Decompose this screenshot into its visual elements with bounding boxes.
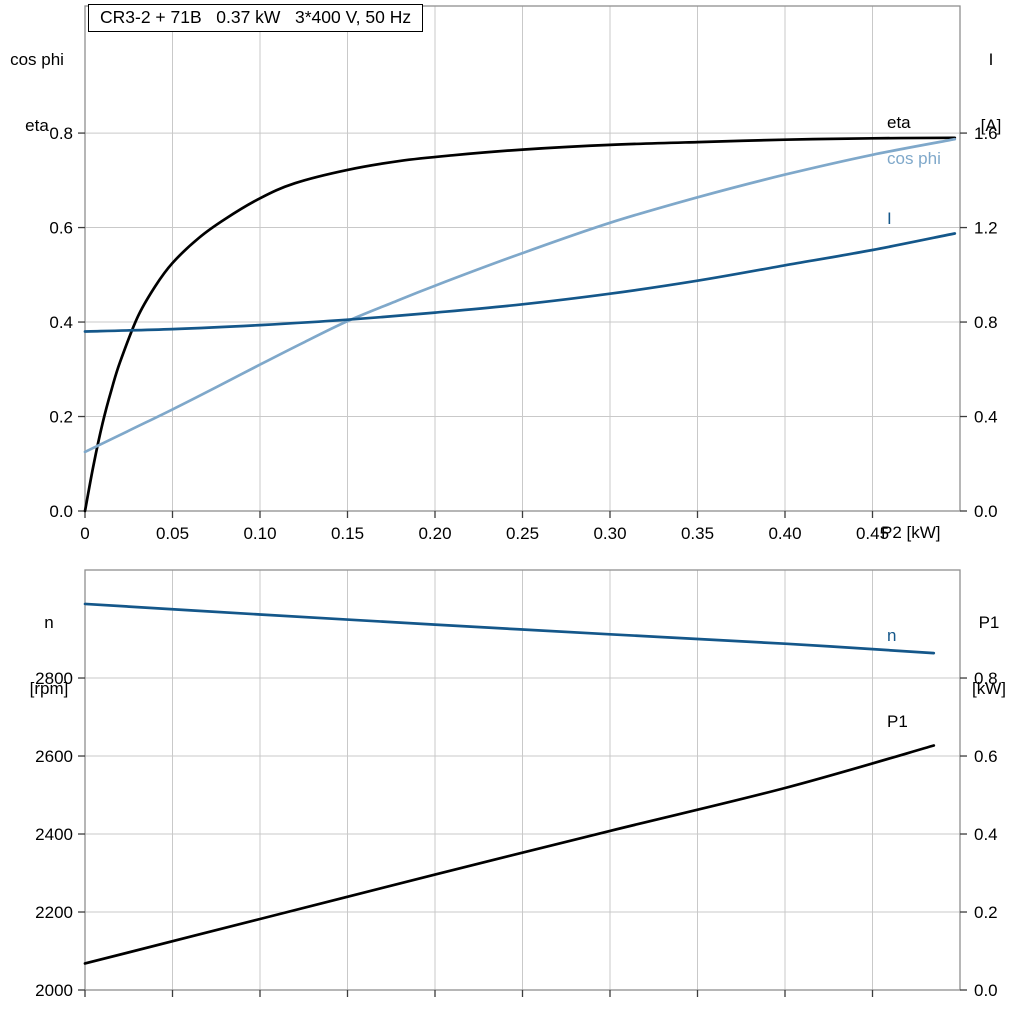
- x-tick-label: 0.30: [593, 524, 626, 543]
- curve-label-n: n: [887, 626, 896, 645]
- left-axis-title-line1: cos phi: [10, 50, 64, 69]
- x-tick-label: 0.20: [418, 524, 451, 543]
- left-axis-title-bottom-line2: [rpm]: [29, 679, 69, 698]
- x-tick-label: 0.45: [856, 524, 889, 543]
- left-tick-label: 2400: [35, 825, 73, 844]
- x-axis-label: P2 [kW]: [881, 523, 941, 542]
- curve-label-cos-phi: cos phi: [887, 149, 941, 168]
- x-tick-label: 0.35: [681, 524, 714, 543]
- right-axis-title-bottom: P1 [kW]: [958, 568, 1020, 722]
- x-tick-label: 0.10: [243, 524, 276, 543]
- right-tick-label: 0.4: [974, 825, 998, 844]
- curve-label-i: I: [887, 209, 892, 228]
- right-tick-label: 0.8: [974, 669, 998, 688]
- right-tick-label: 0.8: [974, 313, 998, 332]
- chart-title-box: CR3-2 + 71B 0.37 kW 3*400 V, 50 Hz: [88, 4, 424, 32]
- curve-cos-phi: [83, 137, 957, 454]
- x-tick-label: 0.40: [768, 524, 801, 543]
- x-tick-label: 0.25: [506, 524, 539, 543]
- curve-label-p1: P1: [887, 712, 908, 731]
- curve-p1: [83, 744, 936, 965]
- left-axis-title-top: cos phi eta: [6, 5, 68, 159]
- left-axis-title-bottom: n [rpm]: [18, 568, 80, 722]
- curve-n: [83, 602, 936, 655]
- right-axis-title-bottom-line1: P1: [978, 613, 1000, 632]
- left-axis-title-bottom-line1: n: [44, 613, 54, 632]
- left-axis-title-line2: eta: [25, 116, 49, 135]
- right-axis-title-line1: I: [988, 50, 994, 69]
- right-tick-label: 0.4: [974, 408, 998, 427]
- left-tick-label: 2000: [35, 981, 73, 1000]
- right-axis-title-line2: [A]: [980, 116, 1002, 135]
- curve-label-eta: eta: [887, 113, 911, 132]
- right-axis-title-bottom-line2: [kW]: [972, 679, 1006, 698]
- right-tick-label: 0.2: [974, 903, 998, 922]
- left-tick-label: 0.4: [49, 313, 73, 332]
- curve-eta: [83, 136, 957, 513]
- right-tick-label: 0.0: [974, 502, 998, 521]
- left-tick-label: 2800: [35, 669, 73, 688]
- left-tick-label: 0.2: [49, 408, 73, 427]
- left-tick-label: 2200: [35, 903, 73, 922]
- x-tick-label: 0.15: [331, 524, 364, 543]
- x-tick-label: 0: [80, 524, 89, 543]
- right-tick-label: 0.6: [974, 747, 998, 766]
- curve-i: [83, 232, 957, 333]
- right-axis-title-top: I [A]: [962, 5, 1020, 159]
- left-tick-label: 0.0: [49, 502, 73, 521]
- left-tick-label: 0.8: [49, 124, 73, 143]
- left-tick-label: 2600: [35, 747, 73, 766]
- right-tick-label: 1.2: [974, 219, 998, 238]
- x-tick-label: 0.05: [156, 524, 189, 543]
- right-tick-label: 0.0: [974, 981, 998, 1000]
- right-tick-label: 1.6: [974, 124, 998, 143]
- left-tick-label: 0.6: [49, 219, 73, 238]
